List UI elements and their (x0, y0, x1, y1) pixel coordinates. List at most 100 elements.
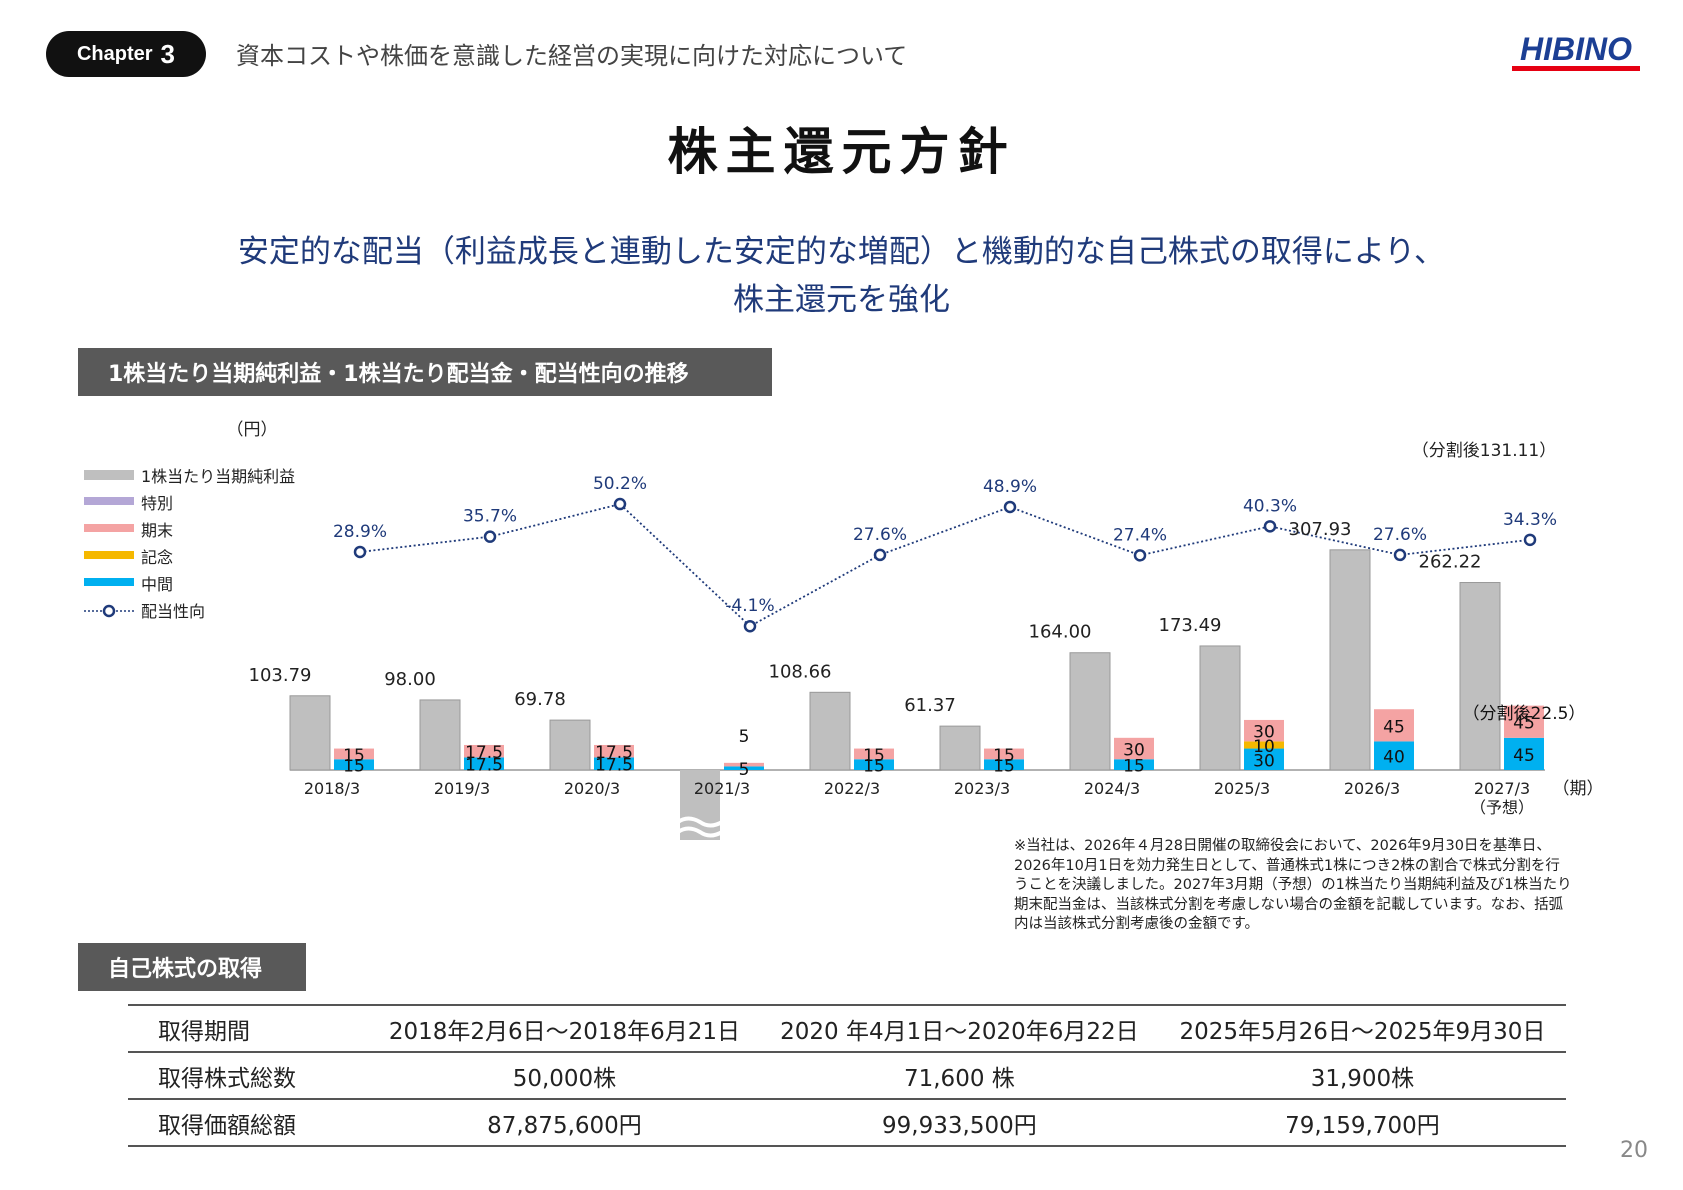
interim-dividend-bar (1244, 748, 1284, 770)
interim-dividend-bar (464, 757, 504, 770)
interim-dividend-bar (1374, 741, 1414, 770)
legend-yearend-swatch (84, 524, 134, 532)
interim-dividend-label: 17.5 (465, 756, 503, 776)
interim-dividend-label: 30 (1253, 751, 1275, 771)
eps-value-label: 173.49 (1159, 615, 1222, 636)
x-tick-label: 2018/3 (304, 779, 360, 798)
payout-value-label: 27.4% (1113, 525, 1167, 545)
payout-point (1263, 520, 1277, 533)
row-head: 取得価額総額 (128, 1099, 369, 1147)
yearend-dividend-label: 30 (1253, 723, 1275, 743)
row-head: 取得株式総数 (128, 1052, 369, 1100)
yearend-dividend-bar (1374, 709, 1414, 742)
chapter-number: 3 (160, 38, 176, 69)
yearend-dividend-label: 15 (863, 746, 885, 766)
table-cell: 2018年2月6日～2018年6月21日 (369, 1004, 760, 1053)
legend-interim-label: 中間 (141, 575, 173, 594)
commemorative-dividend-label: 10 (1253, 737, 1275, 757)
chapter-word: Chapter (76, 42, 153, 65)
eps-bar (939, 725, 981, 771)
table-row: 取得価額総額 87,875,600円 99,933,500円 79,159,70… (128, 1099, 1566, 1147)
x-tick-label: 2027/3 (1474, 779, 1530, 798)
payout-point (1133, 549, 1147, 562)
eps-value-label: 69.78 (514, 689, 566, 710)
legend-eps-label: 1株当たり当期純利益 (141, 467, 295, 486)
eps-bar (289, 695, 331, 771)
stock-split-note: ※当社は、2026年４月28日開催の取締役会において、2026年9月30日を基準… (1014, 838, 1572, 932)
page-number: 20 (1620, 1138, 1648, 1163)
legend-payout-marker (102, 604, 116, 618)
lead-line-2: 株主還元を強化 (733, 282, 950, 318)
eps-bar (809, 691, 851, 771)
page-title: 株主還元方針 (667, 123, 1016, 181)
x-tick-label: 2025/3 (1214, 779, 1270, 798)
buyback-table: 取得期間 2018年2月6日～2018年6月21日 2020 年4月1日～202… (128, 1004, 1566, 1147)
logo-underline (1512, 66, 1640, 71)
x-tick-label: 2024/3 (1084, 779, 1140, 798)
table-row: 取得期間 2018年2月6日～2018年6月21日 2020 年4月1日～202… (128, 1004, 1566, 1053)
eps-bar (1459, 582, 1501, 771)
payout-value-label: 27.6% (1373, 525, 1427, 545)
legend-special-label: 特別 (141, 494, 173, 513)
payout-value-label: 40.3% (1243, 496, 1297, 516)
payout-value-label: 35.7% (463, 507, 517, 527)
legend-interim-swatch (84, 578, 134, 586)
payout-point (1393, 548, 1407, 562)
x-tick-label: 2022/3 (824, 779, 880, 798)
eps-value-label: 61.37 (904, 695, 956, 716)
yearend-dividend-bar (1244, 719, 1284, 742)
x-tick-label: 2021/3 (694, 779, 750, 798)
payout-value-label: 27.6% (853, 525, 907, 545)
chapter-badge: Chapter 3 (46, 31, 206, 77)
table-cell: 2025年5月26日～2025年9月30日 (1158, 1004, 1566, 1053)
yearend-dividend-bar (854, 748, 894, 760)
yearend-dividend-label: 45 (1513, 714, 1535, 734)
chart-labels: （円）（期）103.7915152018/398.0017.517.52019/… (227, 420, 1604, 817)
x-tick-sublabel: （予想） (1470, 798, 1534, 817)
y-unit-label: （円） (227, 420, 278, 440)
eps-value-label: 307.93 (1289, 519, 1352, 540)
legend-yearend-label: 期末 (141, 521, 173, 540)
payout-value-label: 28.9% (333, 522, 387, 542)
yearend-dividend-label: 17.5 (465, 743, 503, 763)
eps-bar (549, 719, 591, 771)
eps-value-label: 262.22 (1419, 552, 1482, 573)
yearend-dividend-label: 30 (1123, 741, 1145, 761)
legend-payout-label: 配当性向 (141, 602, 205, 621)
yearend-dividend-bar (594, 744, 634, 758)
logo-text: HIBINO (1520, 31, 1632, 67)
interim-dividend-bar (594, 757, 634, 770)
table-cell: 87,875,600円 (369, 1099, 760, 1147)
table-cell: 2020 年4月1日～2020年6月22日 (759, 1004, 1159, 1053)
commemorative-dividend-bar (1244, 741, 1284, 749)
x-tick-label: 2019/3 (434, 779, 490, 798)
interim-dividend-label: 40 (1383, 748, 1405, 768)
eps-bar (1199, 645, 1241, 771)
interim-dividend-bar (1114, 759, 1154, 770)
payout-point (1523, 533, 1537, 547)
eps-value-label: 98.00 (384, 669, 436, 690)
payout-line (353, 497, 1537, 633)
eps-value-label: 164.00 (1029, 622, 1092, 643)
payout-point (353, 545, 367, 559)
x-unit-label: （期） (1553, 779, 1604, 799)
yearend-dividend-bar (724, 762, 764, 767)
eps-value-label: 103.79 (249, 665, 312, 686)
yearend-dividend-bar (984, 748, 1024, 760)
eps-value-label: 108.66 (769, 661, 832, 682)
x-tick-label: 2026/3 (1344, 779, 1400, 798)
interim-dividend-bar (984, 759, 1024, 770)
payout-point (743, 619, 757, 633)
interim-dividend-bar (334, 759, 374, 770)
x-tick-label: 2023/3 (954, 779, 1010, 798)
axis-break-mark (676, 816, 724, 838)
legend-eps-swatch (84, 470, 134, 480)
yearend-dividend-label: 5 (739, 727, 750, 747)
chapter-title: 資本コストや株価を意識した経営の実現に向けた対応について (236, 42, 908, 70)
x-tick-label: 2020/3 (564, 779, 620, 798)
payout-point (1003, 500, 1017, 514)
table-cell: 99,933,500円 (759, 1099, 1159, 1147)
eps-bar (1329, 549, 1371, 771)
